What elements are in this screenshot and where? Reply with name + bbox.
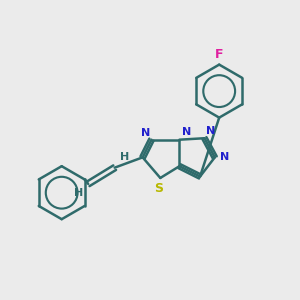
Text: F: F <box>215 48 224 61</box>
Text: N: N <box>141 128 150 138</box>
Text: H: H <box>120 152 129 162</box>
Text: N: N <box>220 152 229 162</box>
Text: H: H <box>74 188 83 198</box>
Text: N: N <box>182 127 191 137</box>
Text: N: N <box>206 126 215 136</box>
Text: S: S <box>154 182 163 194</box>
